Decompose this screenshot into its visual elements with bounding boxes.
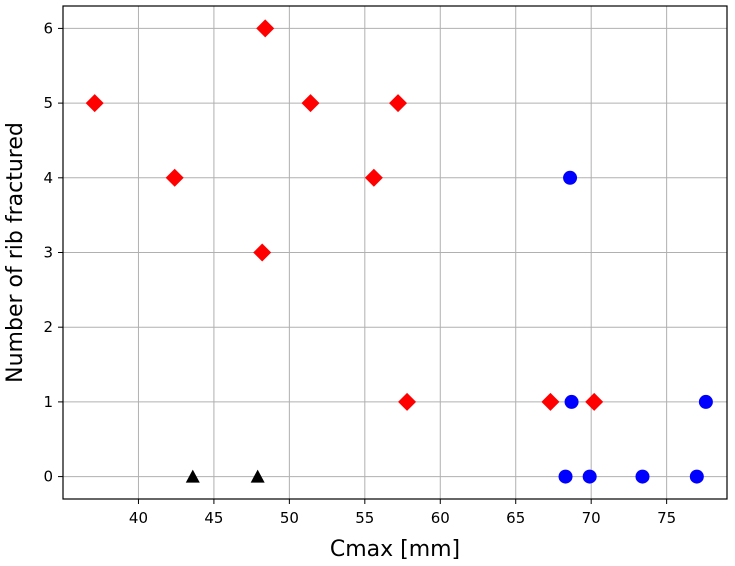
x-tick-label: 75 xyxy=(657,509,676,527)
circle-marker xyxy=(563,170,578,185)
grid xyxy=(63,6,727,499)
x-tick-label: 45 xyxy=(204,509,223,527)
diamond-marker xyxy=(256,19,275,38)
x-axis-ticks: 40 45 50 55 60 65 70 75 xyxy=(129,499,676,527)
diamond-marker xyxy=(301,94,320,113)
y-tick-label: 6 xyxy=(43,19,53,37)
diamond-marker xyxy=(585,392,604,411)
x-tick-label: 55 xyxy=(355,509,374,527)
circle-marker xyxy=(558,469,573,484)
circle-marker xyxy=(698,394,713,409)
diamond-marker xyxy=(253,243,272,262)
circle-marker xyxy=(635,469,650,484)
diamond-marker xyxy=(85,94,104,113)
diamond-marker xyxy=(389,94,408,113)
x-tick-label: 65 xyxy=(506,509,525,527)
y-tick-label: 0 xyxy=(43,468,53,486)
x-tick-label: 70 xyxy=(582,509,601,527)
y-tick-label: 4 xyxy=(43,169,53,187)
diamond-marker xyxy=(398,392,417,411)
y-tick-label: 3 xyxy=(43,244,53,262)
x-tick-label: 40 xyxy=(129,509,148,527)
x-axis-label: Cmax [mm] xyxy=(330,537,460,562)
x-tick-label: 60 xyxy=(431,509,450,527)
triangle-marker xyxy=(185,469,200,483)
diamond-marker xyxy=(165,168,184,187)
x-tick-label: 50 xyxy=(280,509,299,527)
y-tick-label: 1 xyxy=(43,393,53,411)
diamond-marker xyxy=(364,168,383,187)
y-axis-label: Number of rib fractured xyxy=(3,122,28,383)
y-tick-label: 2 xyxy=(43,318,53,336)
circle-marker xyxy=(582,469,597,484)
circle-marker xyxy=(564,394,579,409)
y-axis-ticks: 0 1 2 3 4 5 6 xyxy=(43,19,63,486)
circle-marker xyxy=(689,469,704,484)
triangle-marker xyxy=(250,469,265,483)
y-tick-label: 5 xyxy=(43,94,53,112)
data-points xyxy=(85,19,713,484)
diamond-marker xyxy=(541,392,560,411)
